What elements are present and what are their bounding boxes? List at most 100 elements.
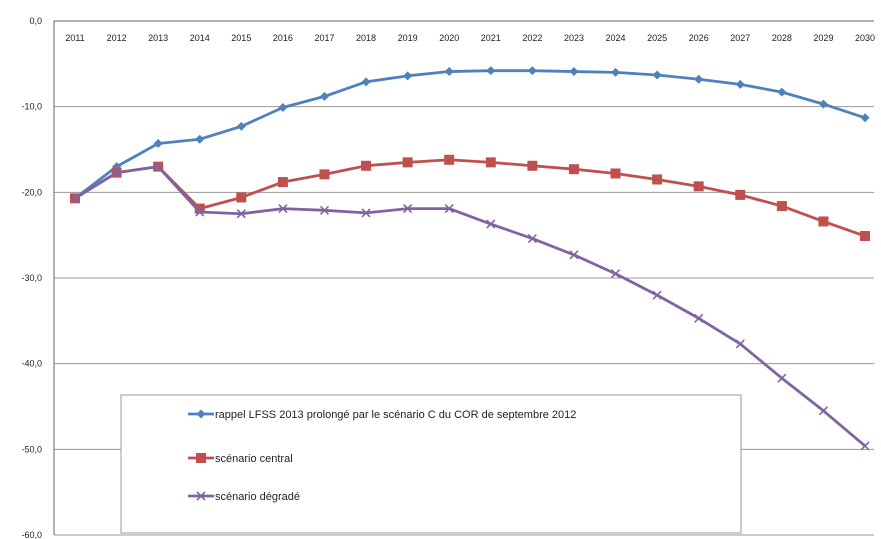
data-point — [486, 219, 496, 229]
x-tick-label: 2030 — [855, 33, 875, 43]
data-point — [486, 66, 496, 76]
data-point — [527, 234, 537, 244]
x-axis: 2011 2012 2013 2014 2015 2016 2017 2018 2019 2020… — [65, 33, 875, 43]
data-point — [70, 193, 80, 203]
series-line — [74, 158, 866, 238]
x-tick-label: 2012 — [107, 33, 127, 43]
data-point — [278, 204, 288, 214]
x-tick-label: 2011 — [65, 33, 84, 43]
legend-entry: rappel LFSS 2013 prolongé par le scénari… — [188, 409, 576, 421]
data-point — [277, 177, 288, 188]
data-point — [236, 192, 247, 203]
data-point — [319, 205, 330, 215]
x-tick-label: 2027 — [730, 33, 750, 43]
y-tick-label: -50,0 — [21, 444, 42, 454]
data-point — [569, 67, 579, 77]
legend-entry: scénario central — [188, 453, 293, 465]
x-tick-label: 2029 — [813, 33, 833, 43]
x-tick-label: 2025 — [647, 33, 667, 43]
data-point — [361, 160, 372, 171]
data-point — [652, 174, 663, 185]
legend-label: scénario dégradé — [215, 491, 300, 503]
data-point — [153, 162, 163, 172]
data-point — [236, 121, 246, 131]
x-tick-label: 2022 — [522, 33, 542, 43]
data-point — [361, 77, 371, 87]
y-axis: 0,0 -10,0 -20,0 -30,0 -40,0 -50,0 -60,0 — [21, 16, 55, 539]
data-point — [776, 201, 787, 212]
data-point — [652, 70, 662, 80]
data-point — [444, 154, 455, 165]
data-point — [777, 87, 787, 97]
x-tick-label: 2014 — [190, 33, 210, 43]
data-point — [319, 169, 330, 180]
series-0 — [70, 66, 870, 203]
legend-box — [120, 394, 742, 534]
series-line — [74, 165, 866, 447]
data-point — [569, 250, 579, 260]
data-point — [735, 79, 745, 89]
x-tick-label: 2013 — [148, 33, 168, 43]
data-point — [860, 441, 870, 451]
series-2 — [70, 162, 870, 451]
data-point — [278, 103, 288, 113]
data-point — [195, 207, 205, 217]
data-point — [153, 139, 163, 149]
data-point — [860, 113, 870, 123]
data-point — [361, 208, 371, 218]
data-point — [194, 203, 205, 214]
data-point — [693, 181, 704, 192]
legend-label: rappel LFSS 2013 prolongé par le scénari… — [215, 409, 576, 421]
data-point — [444, 204, 454, 214]
data-point — [403, 204, 413, 214]
series-1 — [70, 154, 871, 242]
series-line — [74, 69, 866, 200]
x-tick-label: 2021 — [481, 33, 501, 43]
data-point — [860, 231, 871, 242]
x-tick-label: 2017 — [314, 33, 334, 43]
legend-entry: scénario dégradé — [188, 491, 300, 503]
data-point — [694, 74, 704, 84]
data-point — [568, 164, 579, 175]
data-point — [403, 71, 413, 81]
data-point — [735, 339, 745, 349]
legend-marker — [196, 453, 206, 463]
data-point — [195, 134, 205, 144]
data-point — [485, 157, 496, 168]
legend: rappel LFSS 2013 prolongé par le scénari… — [120, 394, 742, 534]
x-tick-label: 2015 — [231, 33, 251, 43]
data-point — [112, 168, 122, 178]
data-point — [818, 99, 828, 109]
x-tick-label: 2028 — [772, 33, 792, 43]
data-point — [610, 168, 621, 179]
y-tick-label: -30,0 — [21, 273, 42, 283]
y-tick-label: -20,0 — [21, 187, 42, 197]
data-point — [402, 157, 413, 168]
y-tick-label: -60,0 — [21, 530, 42, 539]
data-point — [610, 269, 621, 279]
data-point — [694, 313, 704, 323]
x-tick-label: 2024 — [606, 33, 626, 43]
legend-marker — [196, 491, 206, 501]
data-point — [319, 91, 329, 101]
data-point — [652, 290, 662, 300]
series-lines — [70, 66, 871, 451]
data-point — [611, 67, 621, 77]
legend-label: scénario central — [215, 453, 293, 465]
data-point — [818, 406, 829, 416]
x-tick-label: 2018 — [356, 33, 376, 43]
y-tick-label: 0,0 — [29, 16, 42, 26]
data-point — [735, 189, 746, 200]
x-tick-label: 2026 — [689, 33, 709, 43]
y-tick-label: -40,0 — [21, 359, 42, 369]
legend-marker — [196, 409, 206, 419]
data-point — [818, 216, 829, 227]
data-point — [527, 160, 538, 171]
data-point — [527, 66, 537, 76]
data-point — [444, 67, 454, 77]
x-tick-label: 2019 — [398, 33, 418, 43]
data-point — [777, 373, 787, 383]
data-point — [236, 209, 246, 219]
x-tick-label: 2020 — [439, 33, 459, 43]
